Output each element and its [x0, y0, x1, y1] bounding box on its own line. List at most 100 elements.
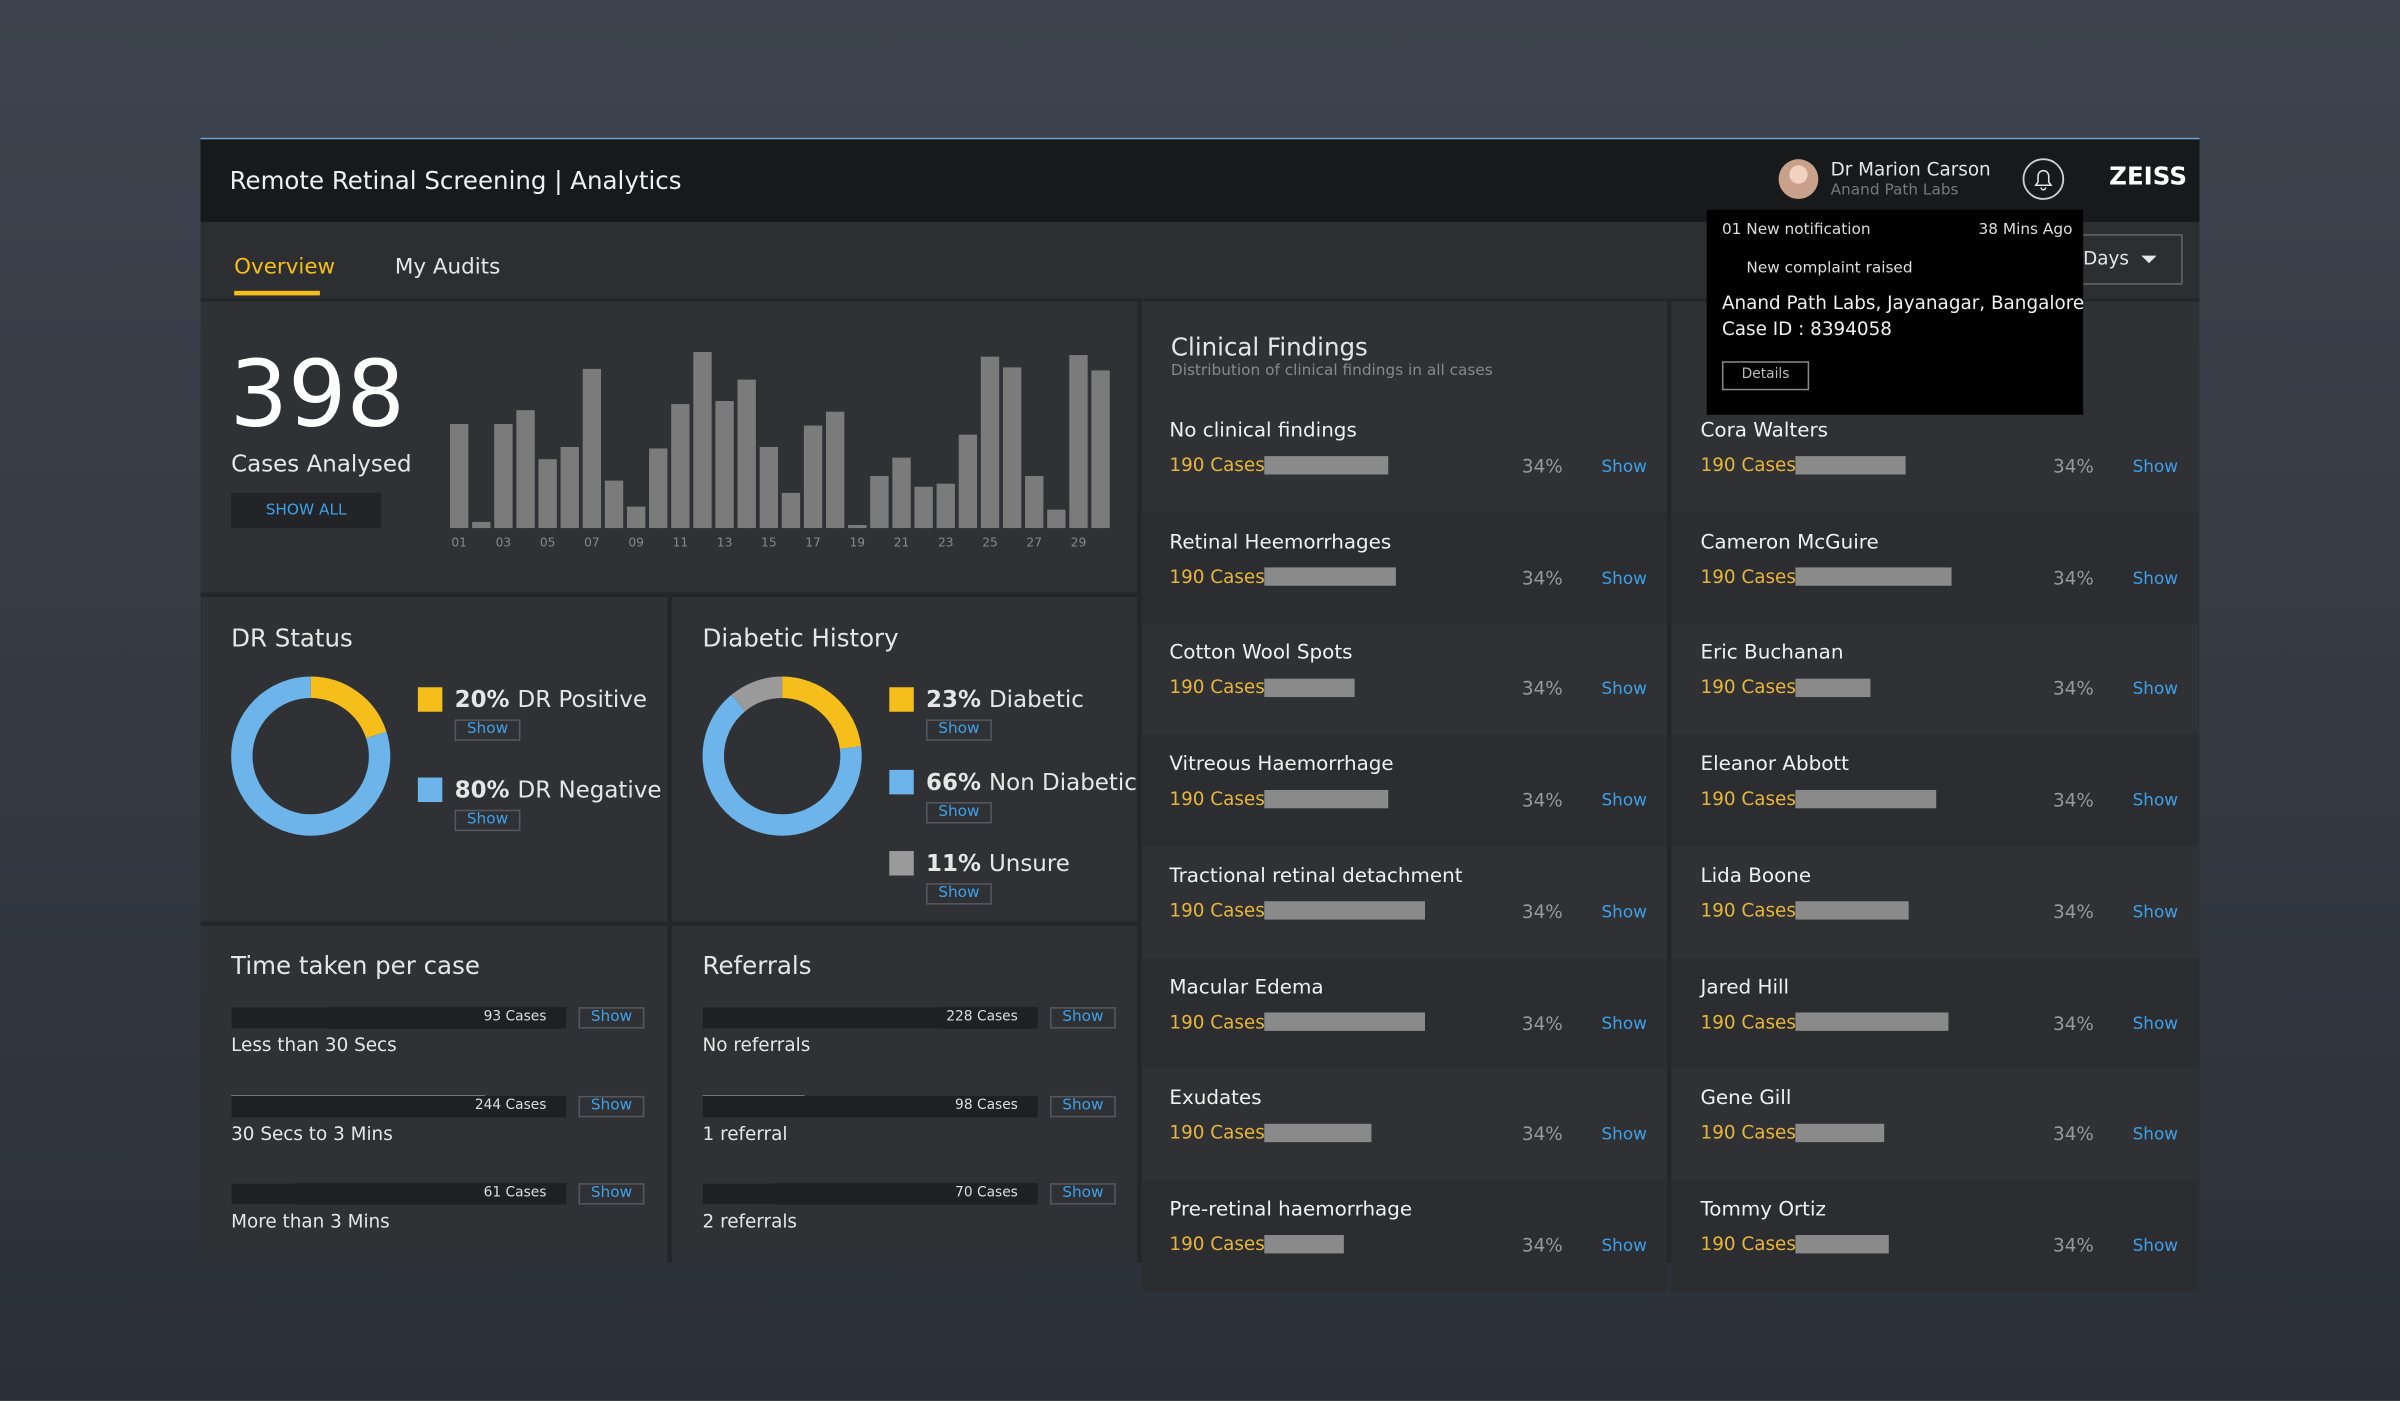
legend-name: Unsure: [988, 849, 1070, 878]
row-show[interactable]: Show: [2132, 679, 2179, 700]
row-label: 1 referral: [702, 1122, 788, 1144]
row-share: 34%: [2053, 1012, 2094, 1034]
day-label: 23: [937, 536, 954, 550]
day-bar: [649, 448, 668, 529]
day-bar: [715, 401, 734, 529]
row-bar: [1795, 678, 1871, 698]
show-button[interactable]: Show: [578, 1007, 645, 1029]
row-label: 2 referrals: [702, 1210, 798, 1232]
legend-name: Diabetic: [988, 685, 1084, 714]
row-band: [1141, 512, 1667, 624]
panel-title: Clinical Findings: [1170, 332, 1368, 362]
day-bar: [671, 404, 690, 529]
row-bar: [1795, 901, 1909, 920]
day-label: 15: [761, 536, 777, 550]
row-bar: [1264, 901, 1425, 920]
row-show[interactable]: Show: [1601, 568, 1647, 588]
row-show[interactable]: Show: [2132, 1013, 2179, 1034]
row-cases: 190 Cases: [1169, 676, 1265, 699]
show-button[interactable]: Show: [1049, 1007, 1116, 1029]
legend-percent: 23%: [926, 685, 989, 714]
tab[interactable]: Overview: [234, 255, 336, 280]
row-share: 34%: [2053, 678, 2094, 700]
day-bar: [892, 457, 911, 529]
row-name: Lida Boone: [1700, 864, 1812, 888]
row-show[interactable]: Show: [1601, 1124, 1647, 1145]
panel-title: DR Status: [231, 623, 353, 653]
day-label: 01: [451, 536, 467, 550]
row-show[interactable]: Show: [2132, 901, 2179, 922]
row-bar: [1795, 1012, 1949, 1031]
show-button[interactable]: Show: [926, 801, 992, 823]
legend-name: Non Diabetic: [988, 767, 1137, 796]
row-bar: [1795, 1123, 1885, 1143]
row-show[interactable]: Show: [1601, 790, 1647, 811]
row-show[interactable]: Show: [1601, 456, 1647, 477]
row-show[interactable]: Show: [1601, 1013, 1647, 1034]
row-show[interactable]: Show: [2132, 568, 2179, 588]
day-bar: [494, 423, 513, 529]
tab-underline: [234, 290, 320, 296]
day-bar: [449, 423, 469, 529]
user-name: Dr Marion Carson: [1830, 158, 1991, 181]
row-bar: [1795, 789, 1937, 809]
day-bar: [803, 425, 823, 529]
row-share: 34%: [1521, 789, 1563, 812]
notification-count: 01 New notification: [1721, 221, 1871, 239]
row-show[interactable]: Show: [2132, 1124, 2179, 1145]
legend-name: DR Positive: [517, 685, 648, 714]
legend-entry: 23% Diabetic: [926, 686, 1084, 714]
panel-subtitle: Distribution of clinical findings in all…: [1170, 362, 1493, 380]
row-cases: 190 Cases: [1169, 565, 1265, 587]
day-bar: [759, 446, 779, 529]
row-show[interactable]: Show: [1601, 1235, 1647, 1256]
row-name: Retinal Heemorrhages: [1169, 530, 1392, 554]
legend-swatch: [417, 777, 443, 803]
row-show[interactable]: Show: [1601, 901, 1647, 922]
show-button[interactable]: Show: [454, 809, 521, 832]
show-button[interactable]: Show: [578, 1183, 645, 1205]
show-button[interactable]: Show: [454, 719, 521, 741]
bar-track: [231, 1007, 567, 1029]
day-label: 29: [1070, 536, 1087, 550]
row-cases: 190 Cases: [1169, 1121, 1265, 1144]
day-label: 21: [893, 536, 910, 550]
row-show[interactable]: Show: [2132, 1235, 2179, 1256]
row-show[interactable]: Show: [2132, 456, 2179, 477]
row-share: 34%: [1521, 678, 1563, 700]
day-bar: [1002, 367, 1022, 529]
row-cases: 190 Cases: [1169, 454, 1265, 476]
bar-value-label: 61 Cases: [483, 1185, 547, 1201]
date-filter-label[interactable]: Days: [2083, 247, 2130, 270]
show-button[interactable]: Show: [926, 883, 992, 905]
show-button[interactable]: Show: [1049, 1183, 1116, 1205]
details-button[interactable]: Details: [1721, 361, 1810, 391]
show-button[interactable]: Show: [926, 719, 992, 741]
user-org: Anand Path Labs: [1830, 182, 1959, 199]
row-share: 34%: [1521, 567, 1563, 589]
day-bar: [1069, 355, 1088, 529]
show-button[interactable]: Show: [1049, 1095, 1116, 1117]
show-all-button[interactable]: SHOW ALL: [231, 492, 382, 529]
row-bar: [1264, 789, 1389, 809]
bar-value-label: 93 Cases: [483, 1009, 547, 1025]
legend-swatch: [889, 851, 914, 876]
day-bar: [693, 352, 712, 529]
notification-case: Case ID : 8394058: [1721, 318, 1892, 340]
bar-value-label: 244 Cases: [474, 1097, 547, 1113]
show-button[interactable]: Show: [578, 1095, 645, 1117]
row-bar: [1264, 678, 1355, 698]
legend-percent: 66%: [926, 767, 989, 796]
bar-value-label: 70 Cases: [955, 1185, 1018, 1201]
tab[interactable]: My Audits: [394, 255, 501, 280]
day-bar: [848, 524, 867, 529]
day-bar: [472, 521, 491, 529]
row-band: [1671, 1179, 2200, 1292]
dropdown-arrow: [2141, 255, 2157, 264]
row-show[interactable]: Show: [2132, 790, 2179, 811]
day-bar: [781, 492, 801, 529]
row-name: Cotton Wool Spots: [1169, 642, 1353, 666]
row-show[interactable]: Show: [1601, 679, 1647, 700]
donut-slice: [231, 676, 391, 836]
day-label: 03: [495, 536, 512, 550]
